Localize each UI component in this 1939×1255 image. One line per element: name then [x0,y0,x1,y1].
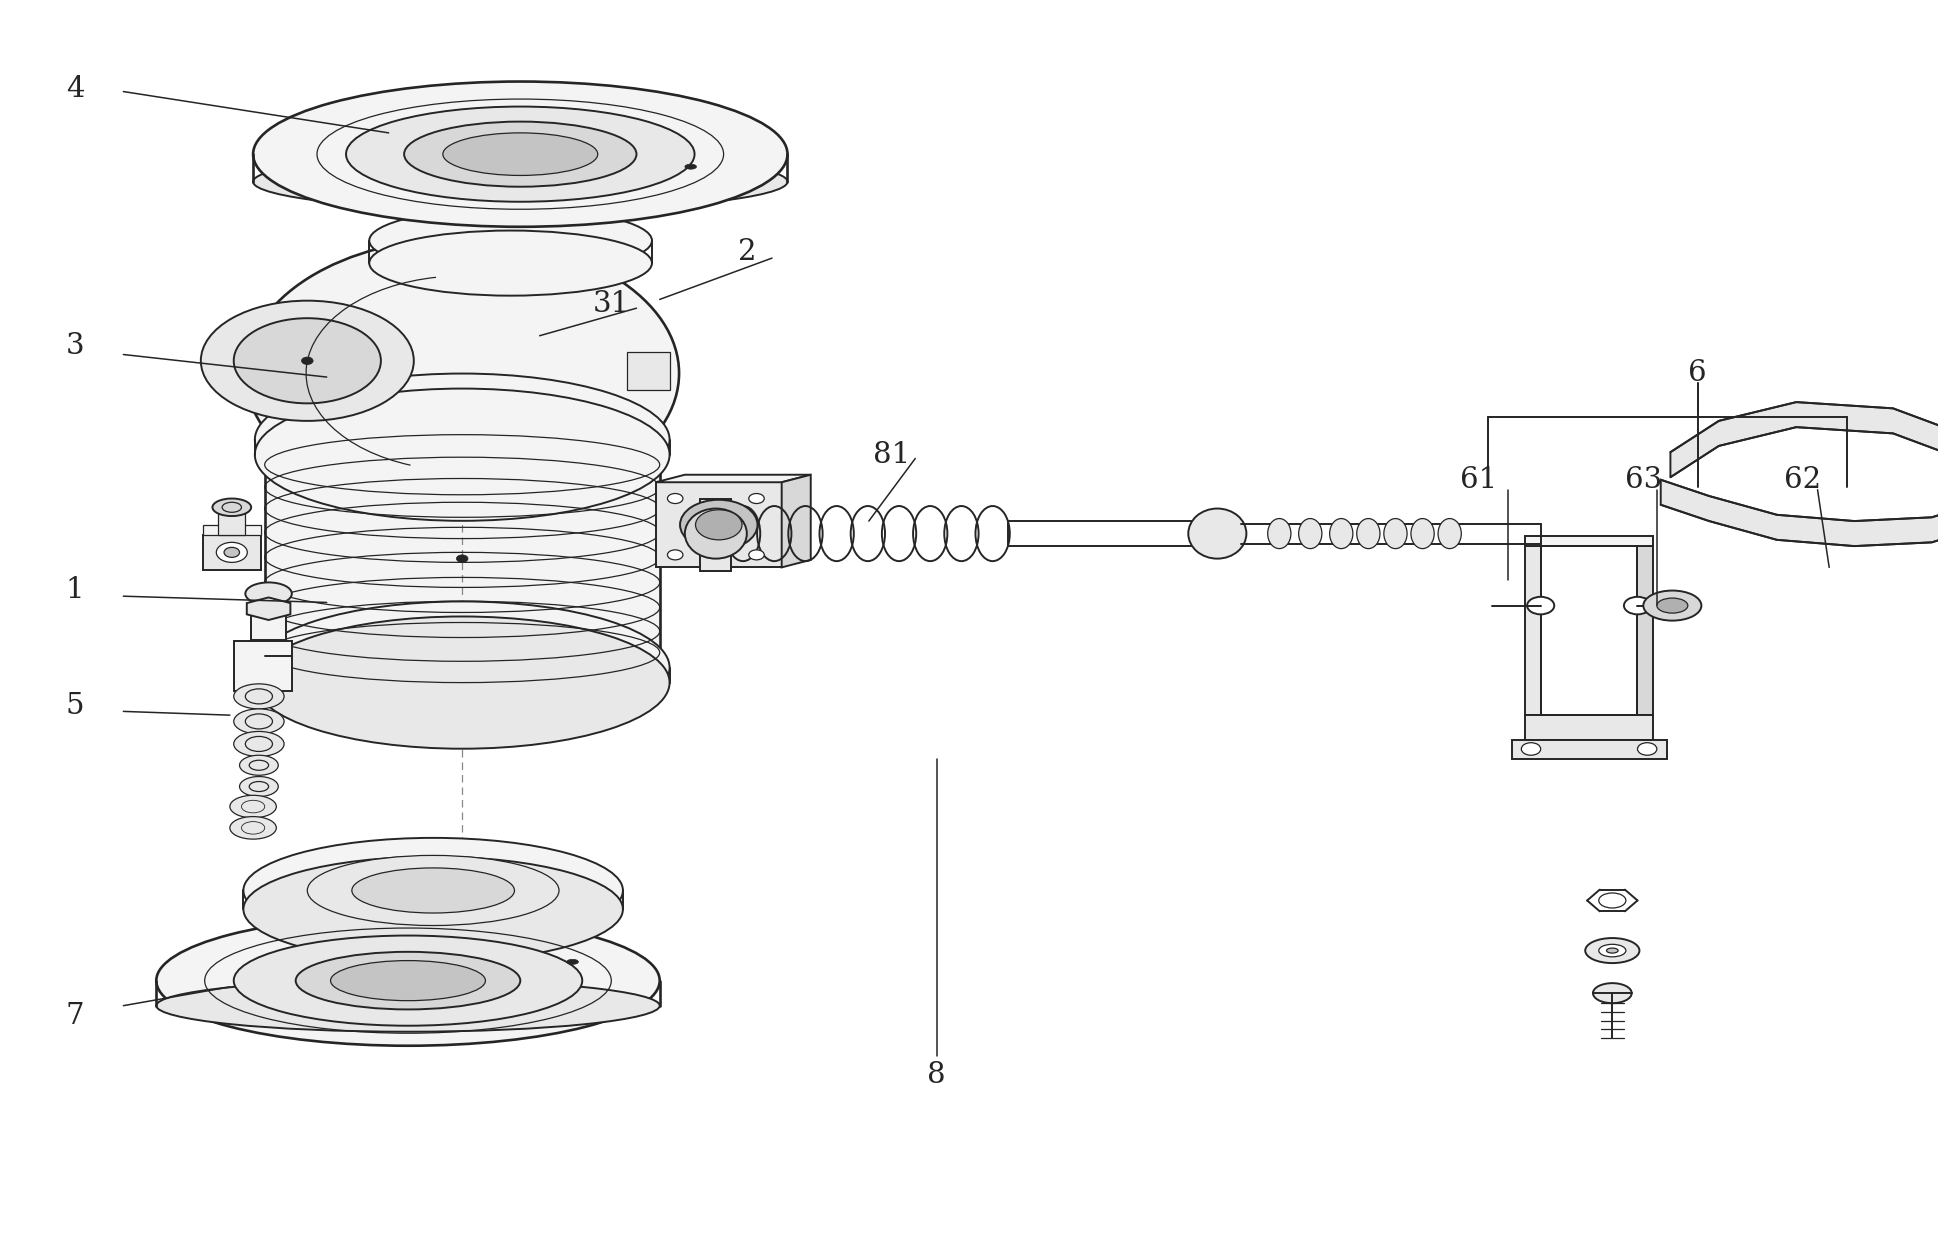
Ellipse shape [1189,508,1247,558]
Ellipse shape [235,684,285,709]
Ellipse shape [231,817,277,840]
Ellipse shape [246,238,679,508]
Ellipse shape [667,493,683,503]
Bar [219,507,246,535]
Ellipse shape [254,601,669,734]
Bar [700,498,731,571]
Ellipse shape [345,107,694,202]
Text: 62: 62 [1784,466,1821,493]
Ellipse shape [748,550,764,560]
Bar [252,609,287,640]
Ellipse shape [244,857,622,961]
Ellipse shape [1656,599,1687,614]
Ellipse shape [301,356,312,364]
Text: 7: 7 [66,1001,83,1029]
Text: 31: 31 [593,290,630,319]
Bar [655,482,781,567]
Ellipse shape [1625,597,1650,615]
Ellipse shape [397,203,622,254]
Ellipse shape [244,838,622,943]
Ellipse shape [1638,743,1656,756]
Ellipse shape [368,231,652,296]
Ellipse shape [254,153,787,211]
Ellipse shape [1600,944,1627,956]
Polygon shape [1660,402,1939,546]
Ellipse shape [1607,948,1619,953]
Ellipse shape [266,607,659,728]
Ellipse shape [684,164,696,169]
Ellipse shape [254,374,669,506]
Ellipse shape [235,935,582,1025]
Ellipse shape [246,582,293,605]
Ellipse shape [240,756,279,776]
Bar [626,351,669,389]
Ellipse shape [368,208,652,274]
Ellipse shape [667,550,683,560]
Ellipse shape [330,960,485,1000]
Text: 8: 8 [927,1060,946,1088]
Text: 1: 1 [66,576,83,604]
Ellipse shape [235,319,380,403]
Ellipse shape [202,301,413,420]
Ellipse shape [240,777,279,797]
Polygon shape [1526,715,1652,740]
Bar [235,641,293,692]
Ellipse shape [397,181,622,231]
Ellipse shape [403,122,636,187]
Ellipse shape [1412,518,1435,548]
Ellipse shape [1384,518,1408,548]
Ellipse shape [696,510,743,540]
Ellipse shape [351,868,514,912]
Ellipse shape [442,133,597,176]
Ellipse shape [231,796,277,818]
Ellipse shape [295,951,520,1009]
Ellipse shape [235,732,285,757]
Ellipse shape [217,542,248,562]
Polygon shape [781,474,811,567]
Ellipse shape [456,555,467,562]
Text: 3: 3 [66,331,83,360]
Bar [1542,546,1638,715]
Ellipse shape [1644,591,1701,621]
Text: 4: 4 [66,75,83,103]
Polygon shape [204,525,262,535]
Ellipse shape [1522,743,1542,756]
Ellipse shape [157,915,659,1045]
Polygon shape [1638,546,1652,715]
Polygon shape [246,597,291,620]
Ellipse shape [1594,983,1633,1003]
Ellipse shape [1268,518,1291,548]
Ellipse shape [1357,518,1381,548]
Ellipse shape [1528,597,1555,615]
Text: 61: 61 [1460,466,1497,493]
Ellipse shape [235,709,285,734]
Text: 2: 2 [737,238,756,266]
Ellipse shape [213,498,252,516]
Ellipse shape [748,493,764,503]
Polygon shape [266,449,659,668]
Polygon shape [1526,536,1652,546]
Text: 5: 5 [66,693,83,720]
Ellipse shape [684,508,747,558]
Text: 81: 81 [873,441,911,468]
Text: 6: 6 [1689,359,1706,388]
Ellipse shape [1439,518,1462,548]
Ellipse shape [566,959,578,964]
Ellipse shape [254,616,669,749]
Ellipse shape [1299,518,1322,548]
Ellipse shape [306,856,558,925]
Bar [1512,740,1666,759]
Ellipse shape [225,547,240,557]
Bar [204,535,262,570]
Ellipse shape [157,980,659,1032]
Ellipse shape [1330,518,1353,548]
Ellipse shape [254,389,669,521]
Polygon shape [655,474,811,482]
Ellipse shape [266,389,659,510]
Text: 63: 63 [1625,466,1662,493]
Ellipse shape [254,82,787,227]
Ellipse shape [681,499,758,550]
Ellipse shape [1586,937,1640,963]
Polygon shape [1526,546,1542,715]
